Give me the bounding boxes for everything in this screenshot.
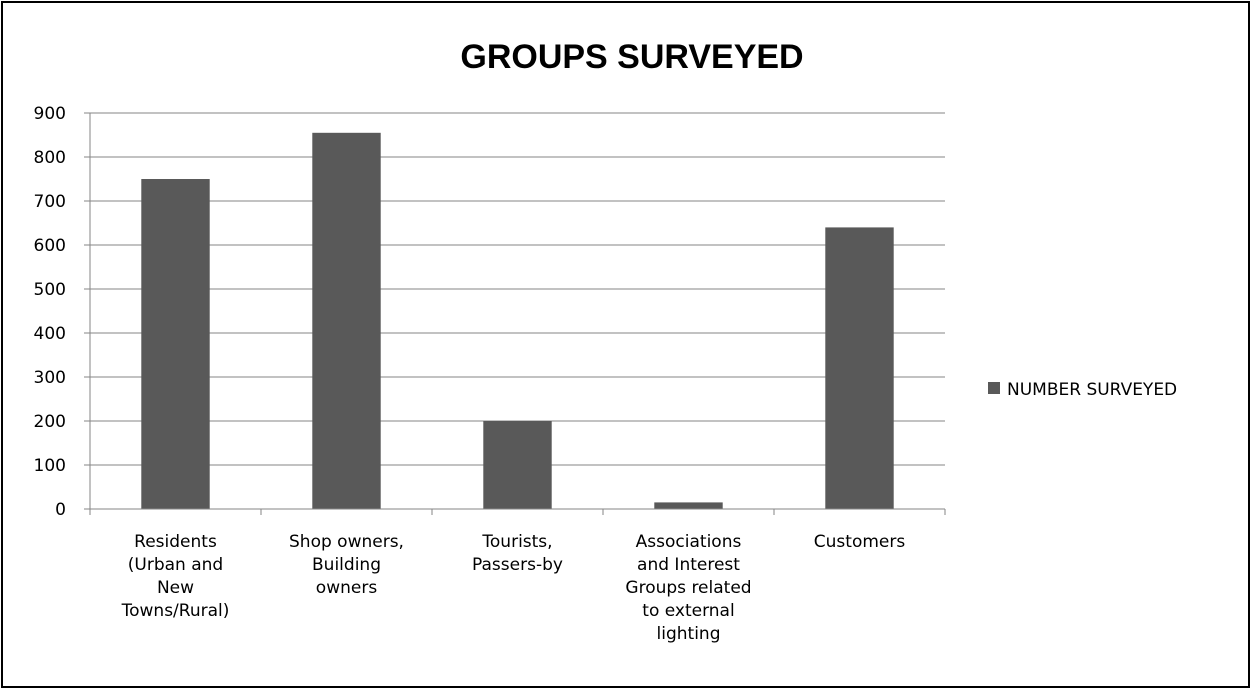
bar xyxy=(483,421,552,509)
bar xyxy=(654,502,723,509)
y-tick-label: 200 xyxy=(34,412,66,432)
y-tick-label: 700 xyxy=(34,192,66,212)
y-tick-label: 800 xyxy=(34,148,66,168)
x-tick-label: Customers xyxy=(814,532,906,552)
x-axis-labels: Residents (Urban and New Towns/Rural) Shop o… xyxy=(121,532,906,644)
y-axis-ticks: 0 100 200 300 400 500 600 700 800 900 xyxy=(34,104,90,520)
y-tick-label: 600 xyxy=(34,236,66,256)
chart-title: GROUPS SURVEYED xyxy=(460,38,803,76)
y-tick-label: 0 xyxy=(55,500,66,520)
y-tick-label: 400 xyxy=(34,324,66,344)
y-tick-label: 300 xyxy=(34,368,66,388)
legend-swatch xyxy=(988,382,1000,394)
x-tick-label: Tourists, Passers-by xyxy=(472,532,563,575)
bar xyxy=(312,132,381,510)
x-axis xyxy=(89,113,946,515)
bar xyxy=(825,227,894,509)
x-tick-label: Shop owners, Building owners xyxy=(289,532,404,598)
y-tick-label: 900 xyxy=(34,104,66,124)
x-tick-label: Residents (Urban and New Towns/Rural) xyxy=(121,532,230,621)
legend: NUMBER SURVEYED xyxy=(988,380,1177,400)
y-tick-label: 100 xyxy=(34,456,66,476)
legend-label: NUMBER SURVEYED xyxy=(1007,380,1177,400)
y-tick-label: 500 xyxy=(34,280,66,300)
bar xyxy=(141,179,210,509)
x-tick-label: Associations and Interest Groups related to… xyxy=(625,532,751,644)
bars xyxy=(141,132,894,510)
